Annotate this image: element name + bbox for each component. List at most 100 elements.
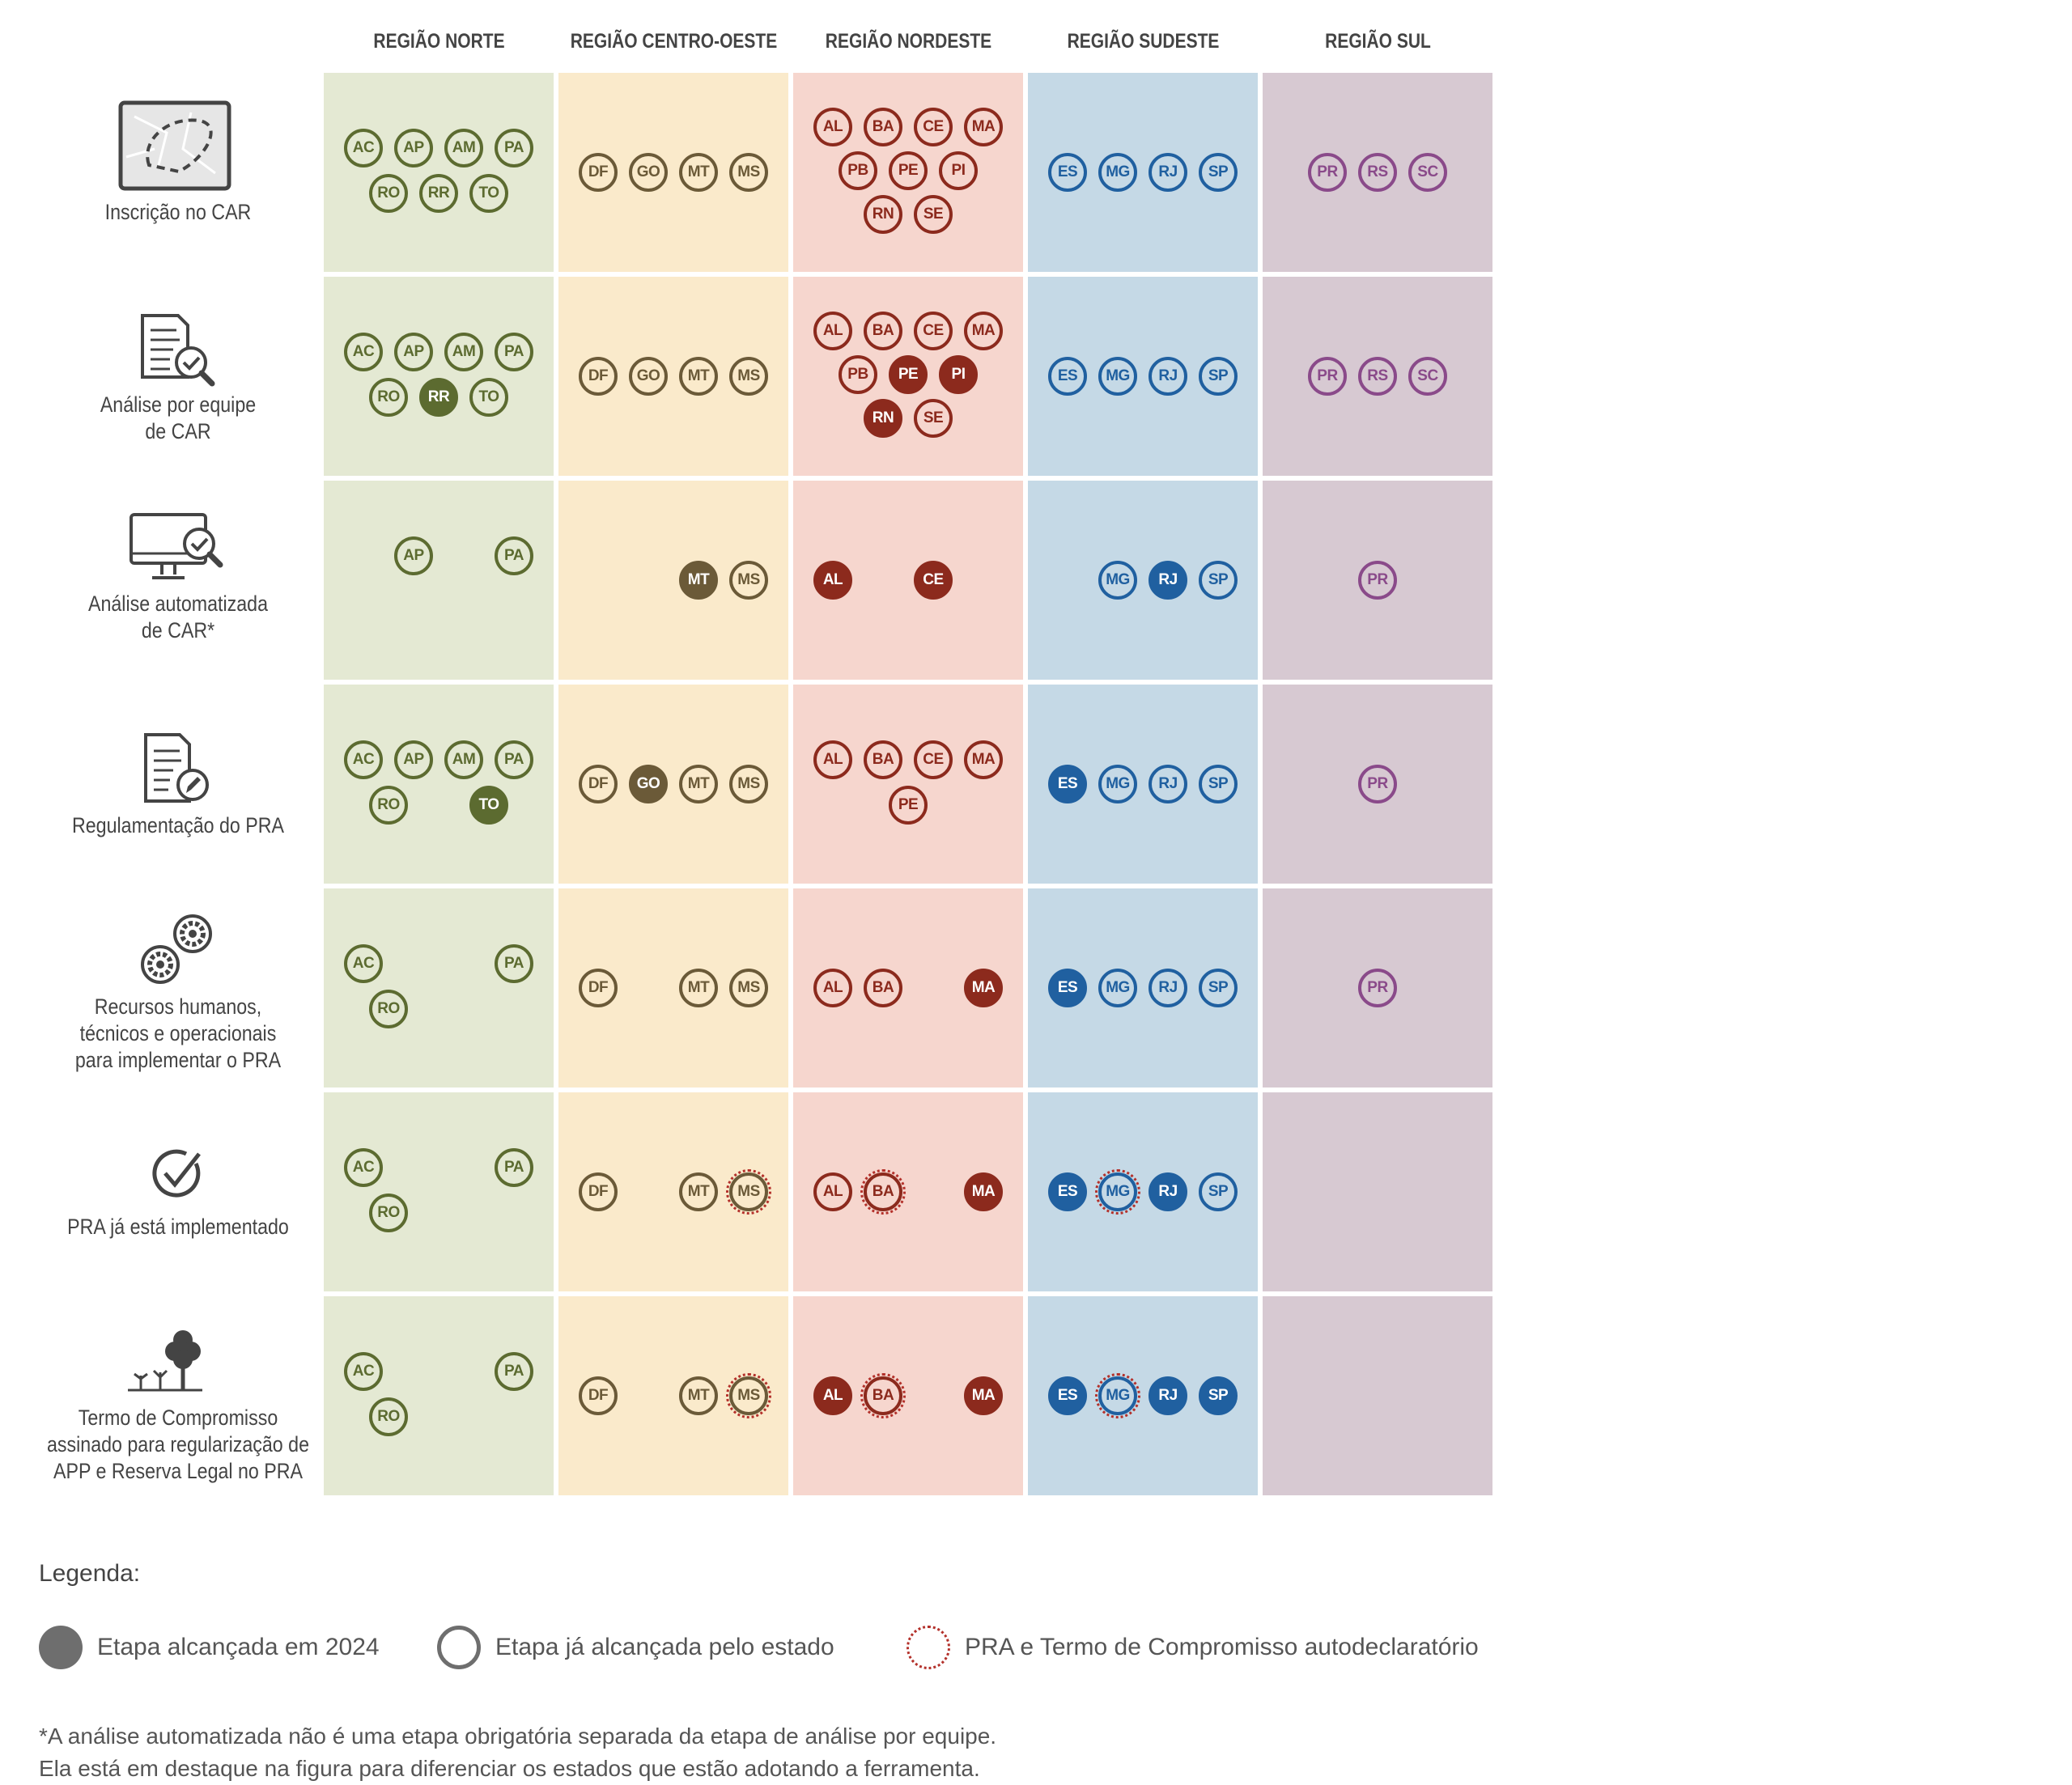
state-badge-ro: RO	[369, 378, 408, 417]
cell-row2-col1: AC AP AM PA RO RR TO	[324, 277, 554, 476]
legend-outline-label: Etapa já alcançada pelo estado	[495, 1634, 834, 1660]
cell-row6-col4: ES MG RJ SP	[1028, 1092, 1258, 1291]
cell-row3-col5: PR	[1263, 481, 1492, 680]
state-badge-ma: MA	[964, 1376, 1003, 1415]
state-badge-ms: MS	[729, 153, 768, 192]
state-badge-sp: SP	[1199, 153, 1238, 192]
row-label-7: Termo de Compromisso assinado para regula…	[46, 1406, 310, 1483]
state-badge-go: GO	[629, 357, 668, 396]
cell-row3-col3: AL CE	[793, 481, 1023, 680]
state-badge-es: ES	[1048, 1376, 1087, 1415]
cell-row6-col2: DF MT MS	[558, 1092, 788, 1291]
state-badge-pb: PB	[839, 355, 877, 394]
state-badge-am: AM	[444, 740, 483, 779]
state-badge-ms: MS	[729, 561, 768, 600]
cell-row1-col3: AL BA CE MA PB PE PI RN SE	[793, 73, 1023, 272]
cell-row2-col4: ES MG RJ SP	[1028, 277, 1258, 476]
state-badge-go: GO	[629, 153, 668, 192]
state-badge-sp: SP	[1199, 969, 1238, 1007]
cell-row3-col2: MT MS	[558, 481, 788, 680]
state-badge-pr: PR	[1308, 357, 1347, 396]
state-badge-rs: RS	[1358, 153, 1397, 192]
state-badge-am: AM	[444, 333, 483, 371]
state-badge-to: TO	[469, 174, 508, 213]
state-badge-al: AL	[813, 1376, 852, 1415]
legend-filled-circle-icon	[39, 1626, 83, 1669]
legend-filled-label: Etapa alcançada em 2024	[97, 1634, 380, 1660]
state-badge-ap: AP	[394, 129, 433, 167]
state-badge-ba: BA	[860, 1169, 906, 1215]
state-badge-pr: PR	[1358, 765, 1397, 803]
state-badge-df: DF	[579, 969, 618, 1007]
cell-row7-col5	[1263, 1296, 1492, 1495]
state-badge-ma: MA	[964, 312, 1003, 350]
state-badge-ms: MS	[729, 357, 768, 396]
state-badge-ma: MA	[964, 740, 1003, 779]
footnote-line-2: Ela está em destaque na figura para dife…	[39, 1756, 980, 1781]
state-badge-ro: RO	[369, 174, 408, 213]
state-badge-sc: SC	[1408, 357, 1447, 396]
state-badge-ce: CE	[914, 312, 953, 350]
state-badge-sp: SP	[1199, 1172, 1238, 1211]
cell-row2-col5: PR RS SC	[1263, 277, 1492, 476]
state-badge-mt: MT	[679, 153, 718, 192]
legend-item-dotted: PRA e Termo de Compromisso autodeclarató…	[906, 1625, 1479, 1670]
column-header-4: REGIÃO SUDESTE	[1067, 29, 1220, 53]
state-badge-sp: SP	[1199, 561, 1238, 600]
state-badge-pr: PR	[1308, 153, 1347, 192]
state-badge-ba: BA	[864, 969, 902, 1007]
map-icon	[118, 100, 231, 191]
document-pen-icon	[144, 733, 209, 803]
state-badge-sp: SP	[1199, 357, 1238, 396]
checkmark-icon	[152, 1149, 201, 1198]
state-badge-pe: PE	[889, 355, 928, 394]
column-header-2: REGIÃO CENTRO-OESTE	[570, 29, 778, 53]
cell-row6-col5	[1263, 1092, 1492, 1291]
state-badge-pa: PA	[495, 333, 533, 371]
state-badge-mg: MG	[1098, 357, 1137, 396]
state-badge-mt: MT	[679, 1376, 718, 1415]
footnote: *A análise automatizada não é uma etapa …	[39, 1720, 996, 1785]
state-badge-am: AM	[444, 129, 483, 167]
trees-icon	[128, 1330, 202, 1392]
state-badge-es: ES	[1048, 765, 1087, 803]
state-badge-ro: RO	[369, 1194, 408, 1232]
state-badge-rj: RJ	[1149, 1376, 1187, 1415]
cell-row4-col2: DF GO MT MS	[558, 685, 788, 884]
state-badge-al: AL	[813, 740, 852, 779]
row-label-5: Recursos humanos, técnicos e operacionais…	[74, 994, 282, 1072]
cell-row5-col5: PR	[1263, 888, 1492, 1088]
row-label-3: Análise automatizada de CAR*	[87, 591, 269, 642]
state-badge-df: DF	[579, 1172, 618, 1211]
legend-outline-circle-icon	[437, 1626, 481, 1669]
state-badge-es: ES	[1048, 969, 1087, 1007]
state-badge-ma: MA	[964, 108, 1003, 146]
state-badge-mt: MT	[679, 1172, 718, 1211]
state-badge-ro: RO	[369, 786, 408, 825]
column-header-1: REGIÃO NORTE	[373, 29, 505, 53]
state-badge-ms: MS	[729, 765, 768, 803]
cell-row7-col1: AC PA RO	[324, 1296, 554, 1495]
row-label-2: Análise por equipe de CAR	[100, 392, 257, 443]
state-badge-to: TO	[469, 786, 508, 825]
state-badge-al: AL	[813, 1172, 852, 1211]
row-label-1: Inscrição no CAR	[104, 200, 252, 224]
state-badge-df: DF	[579, 153, 618, 192]
state-badge-rj: RJ	[1149, 1172, 1187, 1211]
legend-item-outline: Etapa já alcançada pelo estado	[437, 1625, 834, 1670]
cell-row7-col3: AL BA MA	[793, 1296, 1023, 1495]
state-badge-df: DF	[579, 765, 618, 803]
state-badge-ce: CE	[914, 108, 953, 146]
computer-check-icon	[130, 513, 223, 579]
state-badge-rn: RN	[864, 399, 902, 438]
cell-row4-col1: AC AP AM PA RO TO	[324, 685, 554, 884]
state-badge-sp: SP	[1199, 765, 1238, 803]
state-badge-ac: AC	[344, 1148, 383, 1187]
cell-row1-col1: AC AP AM PA RO RR TO	[324, 73, 554, 272]
state-badge-ba: BA	[864, 108, 902, 146]
state-badge-go: GO	[629, 765, 668, 803]
cell-row4-col4: ES MG RJ SP	[1028, 685, 1258, 884]
state-badge-pb: PB	[839, 151, 877, 190]
state-badge-ac: AC	[344, 129, 383, 167]
